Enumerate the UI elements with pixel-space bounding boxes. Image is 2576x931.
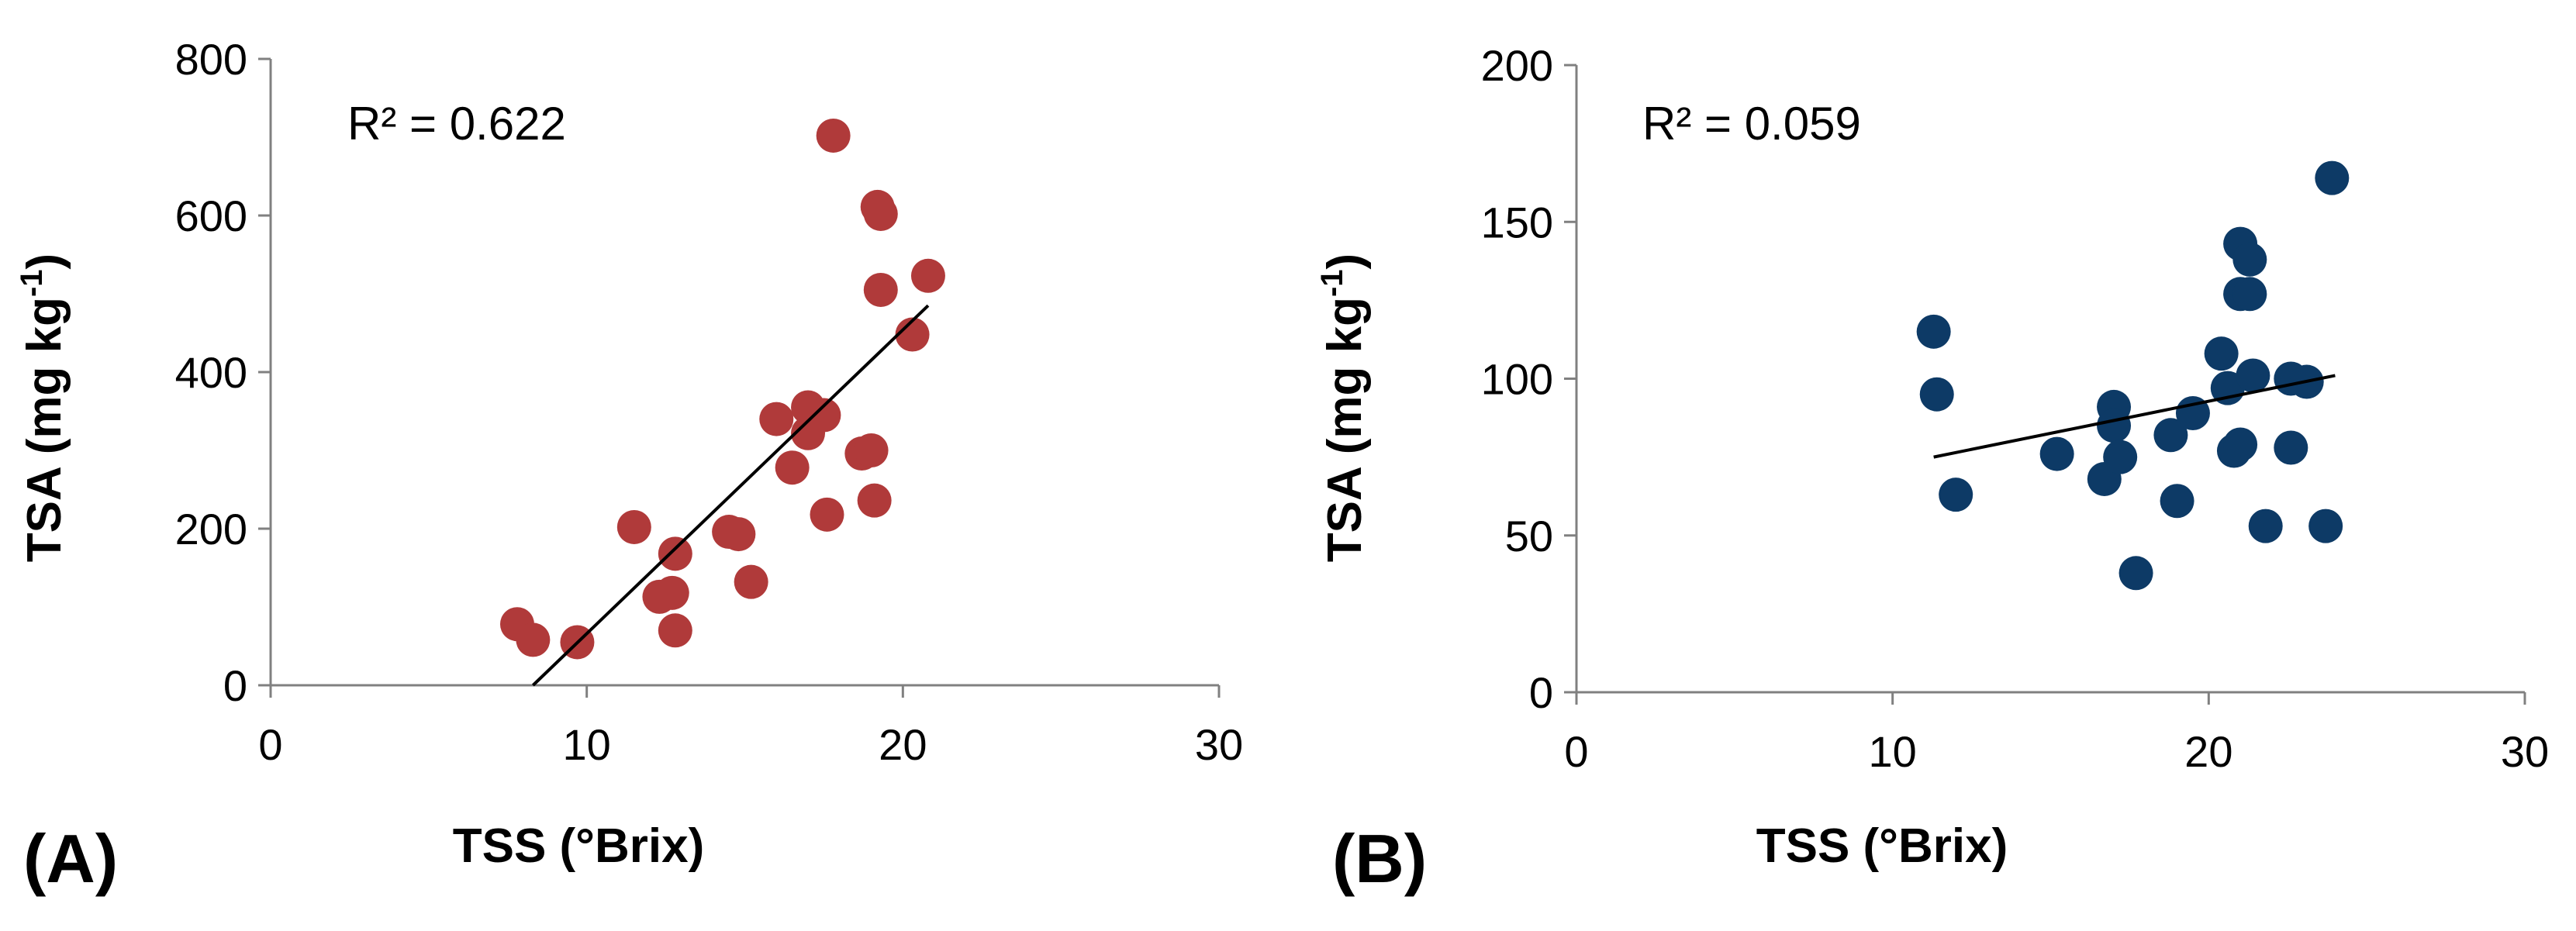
y-tick-label-a: 0 bbox=[223, 661, 247, 710]
data-point-a bbox=[734, 564, 768, 599]
data-point-a bbox=[863, 196, 898, 231]
y-axis-label-a-sup: -1 bbox=[15, 269, 49, 297]
x-tick-label-a: 30 bbox=[1195, 720, 1243, 769]
data-point-b bbox=[2232, 277, 2267, 312]
data-point-a bbox=[895, 317, 930, 352]
y-tick-label-a: 600 bbox=[175, 191, 247, 240]
data-point-a bbox=[759, 402, 794, 436]
data-point-b bbox=[2153, 418, 2188, 453]
data-point-a bbox=[775, 450, 810, 485]
x-axis-label-a: TSS (°Brix) bbox=[453, 819, 705, 873]
y-axis-label-b: TSA (mg kg-1) bbox=[1315, 253, 1372, 562]
data-point-a bbox=[810, 497, 844, 532]
y-axis-label-b-tail: ) bbox=[1318, 253, 1372, 270]
x-tick-label-b: 10 bbox=[1869, 727, 1917, 776]
data-point-b bbox=[2236, 358, 2270, 393]
y-axis-label-b-sup: -1 bbox=[1315, 269, 1349, 297]
data-point-b bbox=[2232, 242, 2267, 277]
data-point-b bbox=[1939, 478, 1973, 512]
y-tick-label-b: 50 bbox=[1505, 512, 1553, 560]
data-point-a bbox=[616, 509, 651, 544]
y-axis-label-a: TSA (mg kg-1) bbox=[15, 253, 71, 562]
panel-label-a: (A) bbox=[23, 820, 118, 897]
data-point-b bbox=[1916, 314, 1951, 349]
r2-label-a: R² = 0.622 bbox=[347, 98, 566, 150]
data-point-b bbox=[2103, 440, 2138, 474]
data-point-b bbox=[2274, 430, 2308, 465]
x-tick-label-a: 0 bbox=[258, 720, 282, 769]
data-point-a bbox=[910, 258, 945, 293]
panel-label-b: (B) bbox=[1332, 820, 1427, 897]
chart-panel-b: R² = 0.059 TSS (°Brix) TSA (mg kg-1) (B)… bbox=[1315, 41, 2549, 897]
data-point-b bbox=[2308, 509, 2343, 543]
x-axis-label-b: TSS (°Brix) bbox=[1756, 819, 2008, 873]
y-tick-label-a: 200 bbox=[175, 505, 247, 553]
data-point-a bbox=[658, 536, 692, 571]
data-point-a bbox=[857, 483, 892, 518]
y-tick-label-b: 100 bbox=[1481, 355, 1553, 404]
data-point-b bbox=[2315, 160, 2350, 195]
data-point-a bbox=[654, 575, 689, 610]
data-point-b bbox=[2039, 436, 2074, 471]
chart-panel-a: R² = 0.622 TSS (°Brix) TSA (mg kg-1) (A)… bbox=[15, 35, 1243, 897]
y-axis-label-a-main: TSA (mg kg bbox=[18, 297, 71, 562]
y-axis-label-a-tail: ) bbox=[18, 253, 71, 270]
y-axis-label-b-main: TSA (mg kg bbox=[1318, 297, 1372, 562]
y-tick-label-a: 400 bbox=[175, 348, 247, 397]
trendline-a bbox=[531, 304, 930, 687]
data-point-b bbox=[1919, 377, 1954, 412]
data-point-b bbox=[2248, 509, 2283, 543]
data-point-a bbox=[516, 622, 551, 657]
x-tick-label-a: 20 bbox=[879, 720, 927, 769]
data-point-b bbox=[2204, 336, 2239, 371]
data-point-a bbox=[863, 272, 898, 307]
data-point-b bbox=[2223, 427, 2258, 462]
data-point-b bbox=[2160, 484, 2194, 519]
data-point-a bbox=[806, 398, 841, 433]
x-tick-label-b: 0 bbox=[1564, 727, 1588, 776]
x-tick-label-a: 10 bbox=[563, 720, 611, 769]
y-tick-label-b: 0 bbox=[1529, 668, 1553, 717]
data-point-a bbox=[854, 433, 889, 467]
trendline-b bbox=[1933, 374, 2336, 459]
x-tick-label-b: 20 bbox=[2184, 727, 2232, 776]
y-tick-label-a: 800 bbox=[175, 35, 247, 84]
data-point-a bbox=[658, 613, 692, 648]
data-point-a bbox=[816, 118, 851, 153]
data-point-a bbox=[721, 517, 756, 552]
y-tick-label-b: 200 bbox=[1481, 41, 1553, 90]
r2-label-b: R² = 0.059 bbox=[1642, 98, 1861, 150]
y-tick-label-b: 150 bbox=[1481, 198, 1553, 247]
x-tick-label-b: 30 bbox=[2501, 727, 2549, 776]
data-point-b bbox=[2118, 556, 2153, 591]
data-point-b bbox=[2097, 409, 2132, 443]
